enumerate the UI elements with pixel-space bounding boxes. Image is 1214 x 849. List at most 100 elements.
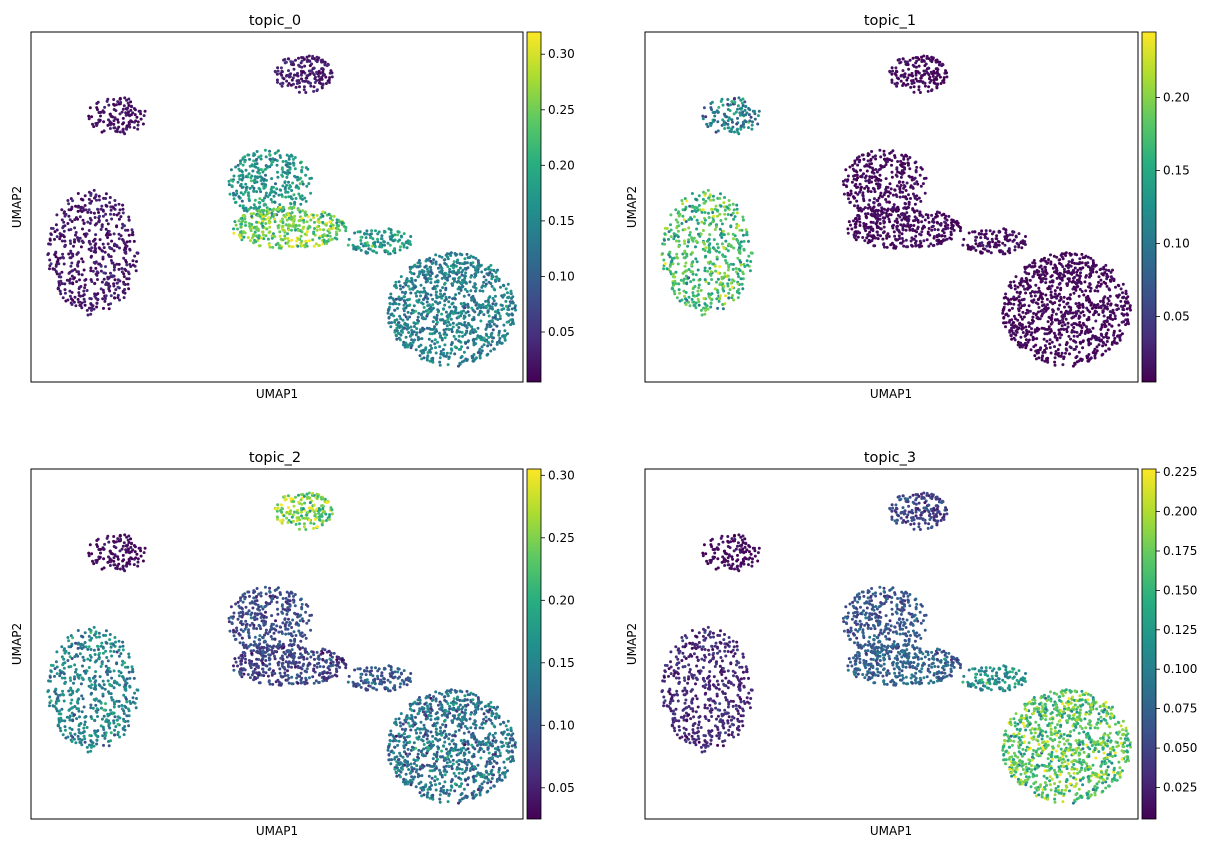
cell-point bbox=[83, 204, 87, 207]
cell-point bbox=[72, 244, 75, 248]
cell-point bbox=[84, 208, 88, 212]
cell-point bbox=[667, 253, 671, 257]
cell-point bbox=[974, 248, 978, 252]
cell-point bbox=[903, 217, 907, 221]
cell-point bbox=[682, 239, 686, 243]
cell-point bbox=[475, 266, 478, 270]
cell-point bbox=[328, 76, 332, 80]
cell-point bbox=[1042, 337, 1046, 341]
cell-point bbox=[704, 199, 708, 203]
cell-point bbox=[687, 276, 691, 280]
cell-point bbox=[421, 316, 425, 319]
cell-point bbox=[129, 265, 133, 268]
cell-point bbox=[681, 214, 685, 218]
cell-point bbox=[491, 302, 495, 306]
cell-point bbox=[845, 185, 849, 189]
cell-point bbox=[290, 154, 294, 158]
cell-point bbox=[1048, 342, 1052, 346]
cell-point bbox=[482, 280, 486, 284]
cell-point bbox=[711, 111, 715, 114]
cell-point bbox=[726, 232, 730, 236]
cell-point bbox=[1051, 266, 1055, 270]
cell-point bbox=[283, 171, 287, 175]
cell-point bbox=[904, 196, 908, 200]
cell-point bbox=[315, 228, 319, 232]
cell-point bbox=[709, 106, 713, 110]
cell-point bbox=[858, 224, 862, 227]
cell-point bbox=[236, 180, 240, 184]
cell-point bbox=[726, 284, 730, 288]
cell-point bbox=[434, 275, 438, 279]
cell-point bbox=[239, 217, 243, 221]
cell-point bbox=[931, 217, 935, 221]
cell-point bbox=[750, 123, 754, 127]
cell-point bbox=[274, 182, 277, 186]
cell-point bbox=[1072, 291, 1076, 295]
cell-point bbox=[73, 226, 77, 230]
cell-point bbox=[676, 229, 680, 233]
cell-point bbox=[307, 239, 311, 243]
cell-point bbox=[426, 292, 430, 296]
cell-point bbox=[879, 227, 883, 231]
cell-point bbox=[921, 182, 925, 186]
cell-point bbox=[122, 275, 126, 279]
cell-point bbox=[252, 179, 256, 183]
cell-point bbox=[290, 238, 294, 242]
cell-point bbox=[71, 298, 75, 302]
cell-point bbox=[737, 132, 741, 136]
cell-point bbox=[92, 250, 96, 254]
cell-point bbox=[1033, 294, 1037, 298]
cell-point bbox=[398, 238, 401, 242]
cell-point bbox=[430, 262, 434, 265]
cell-point bbox=[1097, 336, 1101, 340]
cell-point bbox=[756, 122, 760, 126]
cell-point bbox=[81, 260, 85, 264]
cell-point bbox=[294, 223, 298, 227]
cell-point bbox=[681, 271, 685, 275]
cell-point bbox=[1108, 294, 1112, 298]
cell-point bbox=[296, 208, 300, 212]
cell-point bbox=[715, 297, 719, 301]
cell-point bbox=[740, 101, 744, 105]
cell-point bbox=[899, 159, 903, 163]
cell-point bbox=[411, 311, 415, 314]
cell-point bbox=[257, 236, 261, 240]
cell-point bbox=[135, 115, 139, 119]
cell-point bbox=[1057, 258, 1061, 262]
cell-point bbox=[295, 82, 299, 85]
cell-point bbox=[80, 198, 84, 202]
cell-point bbox=[365, 229, 369, 233]
cell-point bbox=[423, 276, 427, 280]
cell-point bbox=[405, 246, 409, 250]
cell-point bbox=[111, 115, 114, 119]
cell-point bbox=[869, 220, 873, 224]
cell-point bbox=[1095, 285, 1099, 289]
cell-point bbox=[53, 230, 57, 234]
cell-point bbox=[121, 122, 125, 126]
cell-point bbox=[292, 218, 296, 221]
cell-point bbox=[866, 159, 870, 163]
cell-point bbox=[932, 236, 936, 240]
cell-point bbox=[466, 310, 470, 314]
cell-point bbox=[882, 225, 886, 229]
cell-point bbox=[70, 303, 74, 306]
cell-point bbox=[733, 234, 737, 238]
cell-point bbox=[303, 232, 307, 236]
cell-point bbox=[458, 330, 462, 334]
cell-point bbox=[700, 210, 704, 214]
cell-point bbox=[703, 278, 707, 282]
cell-point bbox=[304, 199, 308, 203]
cell-point bbox=[268, 149, 272, 153]
cell-point bbox=[1079, 271, 1082, 275]
cell-point bbox=[700, 313, 704, 317]
cell-point bbox=[370, 229, 374, 233]
cell-point bbox=[124, 269, 128, 272]
cell-point bbox=[438, 356, 442, 360]
cell-point bbox=[890, 175, 894, 179]
cell-point bbox=[888, 158, 892, 162]
cell-point bbox=[67, 214, 71, 218]
cell-point bbox=[423, 265, 427, 269]
cell-point bbox=[262, 237, 266, 241]
cell-point bbox=[850, 227, 854, 231]
cell-point bbox=[457, 271, 461, 274]
